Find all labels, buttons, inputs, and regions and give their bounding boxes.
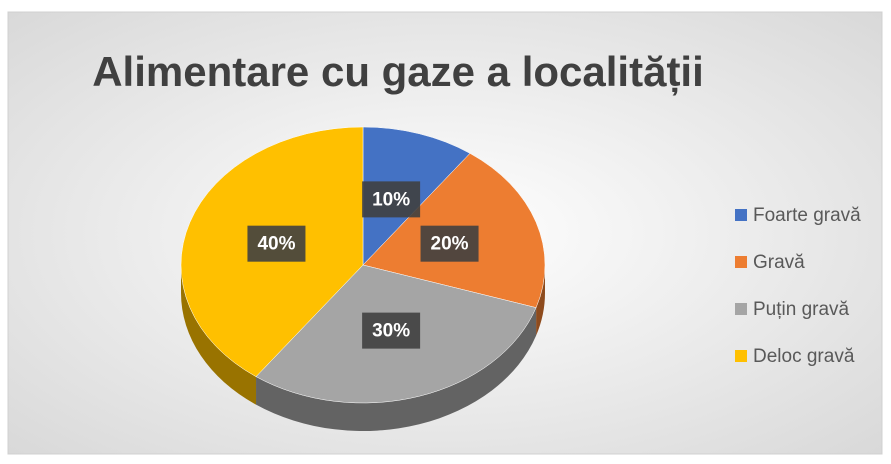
legend-swatch [735,350,747,362]
legend-swatch [735,209,747,221]
label-box [362,181,421,218]
data-label: 10% [372,189,410,210]
legend-label: Deloc gravă [753,346,855,367]
legend-label: Foarte gravă [753,205,861,226]
slice-side [536,265,545,336]
legend-label: Puțin gravă [753,299,850,320]
chart-title: Alimentare cu gaze a localității [92,48,704,96]
legend-swatch [735,303,747,315]
data-label: 30% [372,321,410,342]
data-label: 40% [257,234,295,255]
label-box [420,225,479,262]
slice-side [181,265,257,405]
label-box [247,225,306,262]
legend-label: Gravă [753,252,805,273]
label-box [362,312,421,349]
data-label: 20% [431,234,469,255]
legend-swatch [735,256,747,268]
